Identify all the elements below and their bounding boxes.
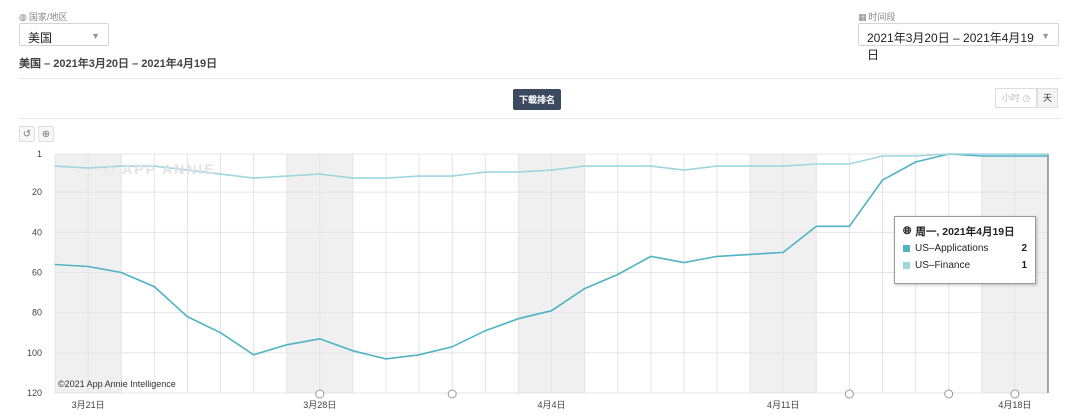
- annotation-marker-icon: [844, 389, 854, 399]
- y-tick-label: 20: [32, 187, 42, 197]
- series-swatch: [903, 245, 910, 252]
- country-select[interactable]: 美国 ▼: [19, 23, 109, 46]
- y-tick-label: 100: [27, 348, 42, 358]
- tooltip-row: US–Applications 2: [903, 240, 1027, 257]
- x-tick-label: 4月18日: [998, 400, 1031, 410]
- calendar-icon: ▦: [858, 12, 867, 22]
- x-tick-label: 3月21日: [72, 400, 105, 410]
- period-select[interactable]: 2021年3月20日 – 2021年4月19日 ▼: [858, 23, 1059, 62]
- period-label: ▦ 时间段: [858, 12, 896, 22]
- annotation-marker-icon: [315, 389, 325, 399]
- globe-icon: ◍: [19, 12, 27, 22]
- series-swatch: [903, 262, 910, 269]
- copyright: ©2021 App Annie Intelligence: [58, 379, 176, 389]
- country-label: ◍ 国家/地区: [19, 12, 68, 22]
- y-tick-label: 120: [27, 388, 42, 398]
- divider: [19, 118, 1061, 119]
- globe-icon: 🌐︎: [903, 225, 912, 237]
- y-tick-label: 60: [32, 267, 42, 277]
- divider: [19, 78, 1061, 79]
- app-annie-logo-icon: ◇: [104, 161, 117, 177]
- x-tick-label: 3月28日: [303, 400, 336, 410]
- x-tick-label: 4月11日: [767, 400, 799, 410]
- chevron-down-icon: ▼: [1041, 31, 1050, 41]
- download-ranking-button[interactable]: 下载排名: [513, 89, 562, 110]
- watermark: ◇ APP ANNIE: [104, 161, 216, 177]
- chevron-down-icon: ▼: [91, 31, 100, 41]
- annotation-marker-icon: [1010, 389, 1020, 399]
- chart-tooltip: 🌐︎ 周一, 2021年4月19日 US–Applications 2 US–Fi…: [894, 216, 1036, 284]
- hour-toggle[interactable]: 小时 ◷: [995, 88, 1037, 108]
- y-tick-label: 1: [37, 149, 42, 159]
- reset-zoom-icon[interactable]: ↺: [19, 126, 35, 142]
- y-tick-label: 80: [32, 308, 42, 318]
- y-tick-label: 40: [32, 227, 42, 237]
- tooltip-row: US–Finance 1: [903, 257, 1027, 274]
- clock-icon: ◷: [1022, 93, 1031, 103]
- annotation-marker-icon: [944, 389, 954, 399]
- day-toggle[interactable]: 天: [1037, 88, 1058, 108]
- page-title: 美国 – 2021年3月20日 – 2021年4月19日: [19, 58, 218, 70]
- zoom-icon[interactable]: ⊕: [38, 126, 54, 142]
- x-tick-label: 4月4日: [537, 400, 565, 410]
- annotation-marker-icon: [447, 389, 457, 399]
